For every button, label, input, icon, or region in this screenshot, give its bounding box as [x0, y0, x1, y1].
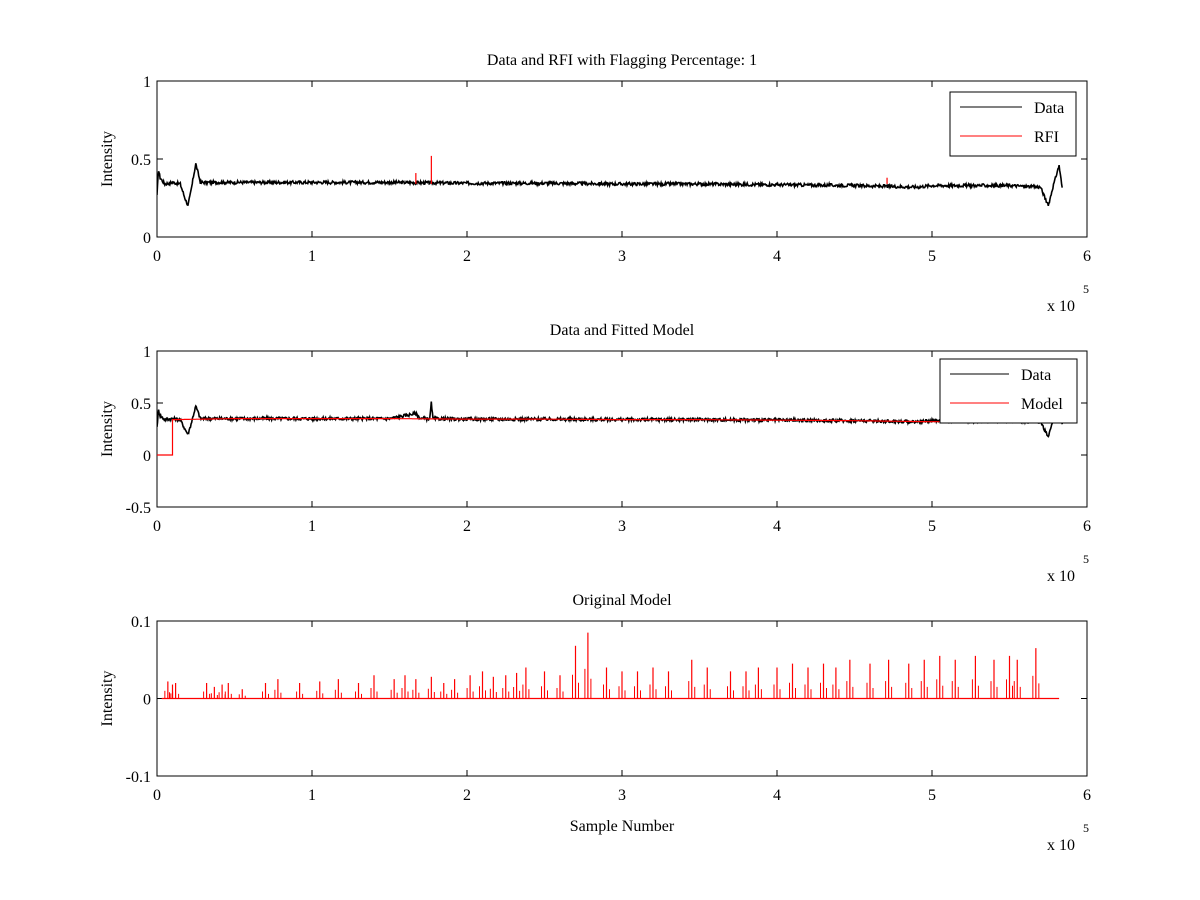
series-group: [157, 155, 1063, 206]
x-tick-label: 0: [153, 787, 161, 804]
x-tick-label: 6: [1083, 248, 1091, 265]
x-multiplier-label: x 10: [1047, 568, 1075, 585]
y-tick-label: -0.5: [126, 500, 151, 517]
legend-entry: Data: [1034, 100, 1064, 117]
legend: Data RFI: [949, 91, 1077, 157]
x-tick-label: 5: [928, 518, 936, 535]
y-tick-label: 0.1: [131, 614, 151, 631]
series-line-model: [157, 418, 948, 456]
x-tick-label: 2: [463, 518, 471, 535]
y-tick-label: 0.5: [131, 396, 151, 413]
y-tick-label: -0.1: [126, 769, 151, 786]
x-tick-label: 0: [153, 518, 161, 535]
y-tick-label: 0: [143, 448, 151, 465]
chart-title: Data and RFI with Flagging Percentage: 1: [487, 52, 757, 69]
x-multiplier-exponent: 5: [1083, 552, 1089, 566]
y-axis-label: Intensity: [99, 401, 116, 457]
x-tick-label: 2: [463, 787, 471, 804]
y-axis-label: Intensity: [99, 671, 116, 727]
legend-box: [939, 358, 1078, 424]
y-tick-label: 0: [143, 692, 151, 709]
x-multiplier-exponent: 5: [1083, 821, 1089, 835]
x-tick-label: 5: [928, 248, 936, 265]
y-axis-label: Intensity: [99, 131, 116, 187]
x-multiplier-label: x 10: [1047, 837, 1075, 854]
x-tick-label: 3: [618, 248, 626, 265]
x-tick-label: 1: [308, 518, 316, 535]
x-tick-label: 3: [618, 787, 626, 804]
y-tick-label: 1: [143, 344, 151, 361]
legend-box: [949, 91, 1077, 157]
x-tick-label: 6: [1083, 518, 1091, 535]
legend-entry: Data: [1021, 367, 1051, 384]
chart-title: Original Model: [572, 592, 672, 609]
legend-entry: Model: [1021, 396, 1063, 413]
x-axis-label: Sample Number: [570, 818, 675, 835]
series-group: [161, 632, 1060, 700]
series-group: [157, 401, 1063, 456]
x-tick-label: 0: [153, 248, 161, 265]
legend: Data Model: [939, 358, 1078, 424]
y-tick-label: 1: [143, 74, 151, 91]
x-tick-label: 4: [773, 787, 781, 804]
x-tick-label: 1: [308, 248, 316, 265]
panel-rfi: 0 1 2 3 4 5 6 0 0.5 1 x 10 5 Data and RFI with Flagg…: [99, 52, 1091, 315]
x-multiplier-exponent: 5: [1083, 282, 1089, 296]
x-tick-label: 3: [618, 518, 626, 535]
x-multiplier-label: x 10: [1047, 298, 1075, 315]
x-tick-label: 1: [308, 787, 316, 804]
plot-area: [156, 80, 1088, 238]
x-tick-label: 2: [463, 248, 471, 265]
legend-entry: RFI: [1034, 129, 1059, 146]
y-tick-label: 0.5: [131, 152, 151, 169]
x-tick-label: 5: [928, 787, 936, 804]
x-tick-label: 4: [773, 248, 781, 265]
series-line-data: [157, 163, 1063, 206]
y-tick-label: 0: [143, 230, 151, 247]
x-tick-label: 4: [773, 518, 781, 535]
chart-title: Data and Fitted Model: [550, 322, 695, 339]
x-tick-label: 6: [1083, 787, 1091, 804]
